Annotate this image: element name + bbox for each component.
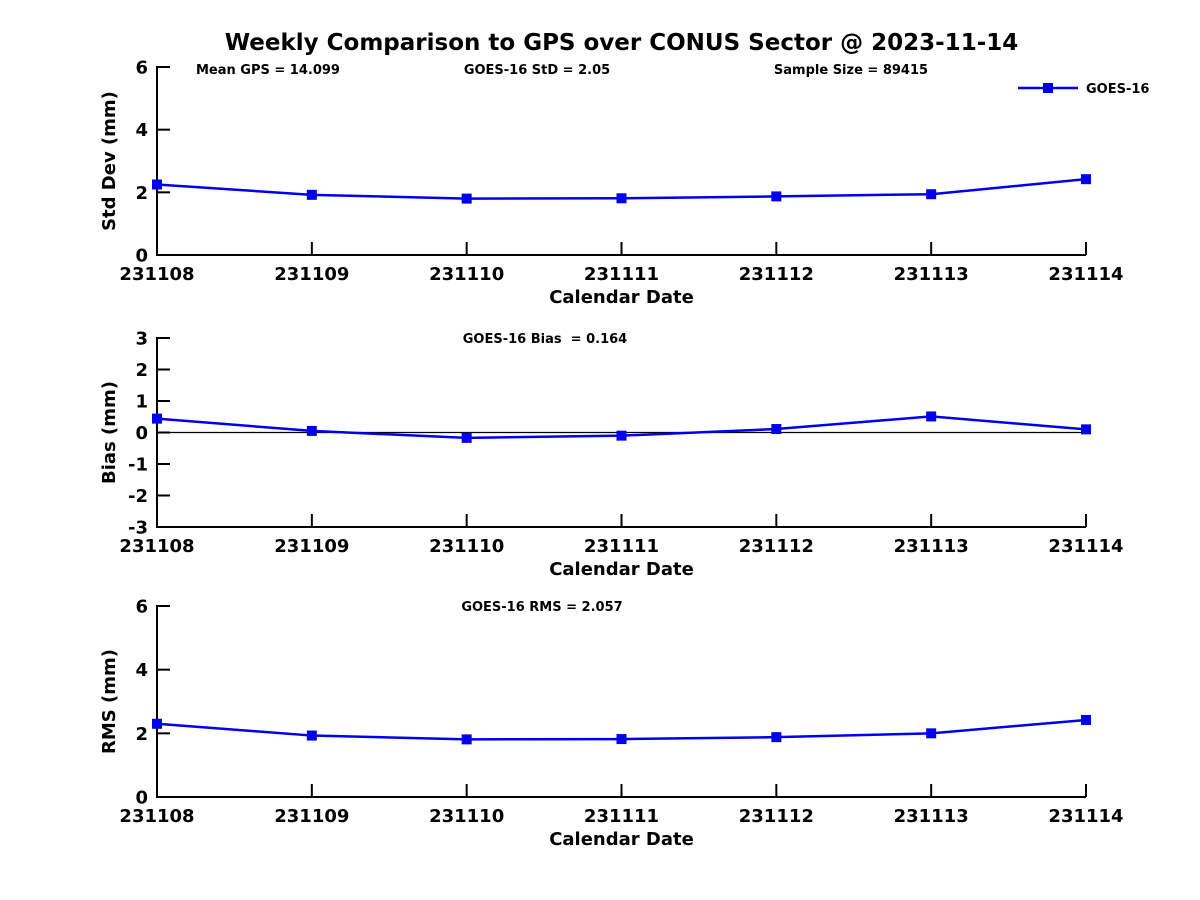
data-point-marker	[306, 189, 317, 200]
y-tick-label: -3	[128, 518, 148, 539]
x-tick-label: 231110	[429, 536, 504, 557]
y-tick-label: 2	[135, 183, 148, 204]
x-axis-title: Calendar Date	[549, 559, 694, 580]
y-tick-label: 6	[135, 597, 148, 618]
x-tick-label: 231108	[119, 264, 194, 285]
y-tick-label: 3	[135, 329, 148, 350]
data-point-marker	[306, 425, 317, 436]
data-point-marker	[461, 734, 472, 745]
legend: GOES-16	[1018, 82, 1149, 97]
y-axis-title: RMS (mm)	[99, 649, 120, 754]
data-point-marker	[306, 730, 317, 741]
y-tick-label: 2	[135, 724, 148, 745]
subplot-1: -3 -2 -1 0 1 2 3 231108 231109 231110 231111 231112…	[99, 329, 1124, 581]
y-tick-label: -2	[128, 486, 148, 507]
legend-label: GOES-16	[1086, 82, 1149, 97]
x-tick-label: 231113	[894, 806, 969, 827]
legend-marker-sample	[1043, 83, 1053, 93]
data-point-marker	[616, 430, 627, 441]
stat-annotation: GOES-16 RMS = 2.057	[461, 600, 622, 615]
x-tick-label: 231113	[894, 264, 969, 285]
stat-annotation: Sample Size = 89415	[774, 63, 928, 78]
figure-title: Weekly Comparison to GPS over CONUS Sect…	[225, 30, 1019, 56]
data-point-marker	[1081, 174, 1091, 185]
x-tick-label: 231110	[429, 264, 504, 285]
x-tick-label: 231108	[119, 806, 194, 827]
data-point-marker	[616, 193, 627, 204]
x-axis-title: Calendar Date	[549, 287, 694, 308]
x-tick-label: 231108	[119, 536, 194, 557]
x-tick-label: 231114	[1048, 806, 1123, 827]
data-point-marker	[926, 728, 937, 739]
x-tick-label: 231110	[429, 806, 504, 827]
x-tick-label: 231113	[894, 536, 969, 557]
subplot-2: 0 2 4 6 231108 231109 231110 231111 231112 231113…	[99, 597, 1124, 851]
data-point-marker	[926, 411, 937, 422]
x-tick-label: 231112	[739, 806, 814, 827]
x-tick-label: 231109	[274, 264, 349, 285]
data-point-marker	[461, 432, 472, 443]
x-tick-label: 231111	[584, 264, 659, 285]
stat-annotation: GOES-16 StD = 2.05	[464, 63, 610, 78]
data-point-marker	[1081, 714, 1091, 725]
x-tick-label: 231111	[584, 806, 659, 827]
data-point-marker	[616, 734, 627, 745]
data-point-marker	[152, 179, 162, 190]
data-point-marker	[926, 189, 937, 200]
y-tick-label: 4	[135, 660, 148, 681]
data-point-marker	[152, 718, 162, 729]
y-tick-label: 6	[135, 58, 148, 79]
data-point-marker	[152, 413, 162, 424]
data-point-marker	[771, 191, 782, 202]
y-tick-label: 2	[135, 360, 148, 381]
y-tick-label: 1	[135, 392, 148, 413]
x-tick-label: 231111	[584, 536, 659, 557]
data-point-marker	[461, 193, 472, 204]
y-tick-label: 0	[135, 423, 148, 444]
x-tick-label: 231114	[1048, 536, 1123, 557]
y-axis-title: Std Dev (mm)	[99, 91, 120, 231]
subplot-0: 0 2 4 6 231108 231109 231110 231111 231112 231113…	[99, 58, 1149, 309]
stat-annotation: GOES-16 Bias = 0.164	[463, 332, 627, 347]
x-tick-label: 231114	[1048, 264, 1123, 285]
y-tick-label: 0	[135, 246, 148, 267]
x-tick-label: 231109	[274, 806, 349, 827]
x-axis-title: Calendar Date	[549, 829, 694, 850]
stat-annotation: Mean GPS = 14.099	[196, 63, 340, 78]
x-tick-label: 231112	[739, 536, 814, 557]
y-axis-title: Bias (mm)	[99, 381, 120, 484]
x-tick-label: 231112	[739, 264, 814, 285]
data-point-marker	[771, 732, 782, 743]
data-point-marker	[1081, 424, 1091, 435]
y-tick-label: 0	[135, 788, 148, 809]
y-tick-label: 4	[135, 120, 148, 141]
data-point-marker	[771, 424, 782, 435]
x-tick-label: 231109	[274, 536, 349, 557]
y-tick-label: -1	[128, 455, 148, 476]
